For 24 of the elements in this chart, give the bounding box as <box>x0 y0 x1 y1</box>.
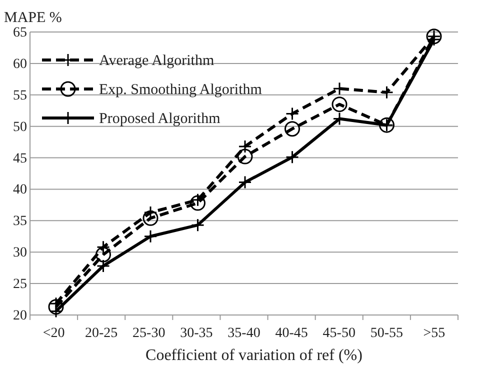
y-tick-label: 40 <box>13 182 27 198</box>
x-tick-label: 20-25 <box>84 326 118 341</box>
legend-label: Exp. Smoothing Algorithm <box>99 82 262 98</box>
x-tick-label: 40-45 <box>275 326 308 341</box>
x-tick-label: 50-55 <box>370 326 404 341</box>
x-tick-label: >55 <box>423 326 446 341</box>
y-tick-label: 55 <box>13 88 27 104</box>
legend-label: Proposed Algorithm <box>99 111 221 127</box>
x-tick-label: 25-30 <box>132 326 166 341</box>
legend-label: Average Algorithm <box>99 53 214 69</box>
y-tick-label: 50 <box>13 120 27 135</box>
x-tick-label: 45-50 <box>322 326 356 341</box>
x-tick-label: <20 <box>42 326 65 341</box>
y-tick-label: 60 <box>13 56 27 72</box>
x-tick-label: 30-35 <box>180 326 213 341</box>
y-tick-label: 30 <box>13 246 27 261</box>
x-tick-label: 35-40 <box>228 326 260 341</box>
y-tick-label: 35 <box>13 214 27 230</box>
y-tick-label: 25 <box>13 277 27 292</box>
y-tick-label: 65 <box>13 25 27 40</box>
y-tick-label: 20 <box>13 308 27 324</box>
y-tick-label: 45 <box>13 151 27 166</box>
y-axis-title: MAPE % <box>4 10 62 26</box>
x-axis-title: Coefficient of variation of ref (%) <box>146 347 362 364</box>
